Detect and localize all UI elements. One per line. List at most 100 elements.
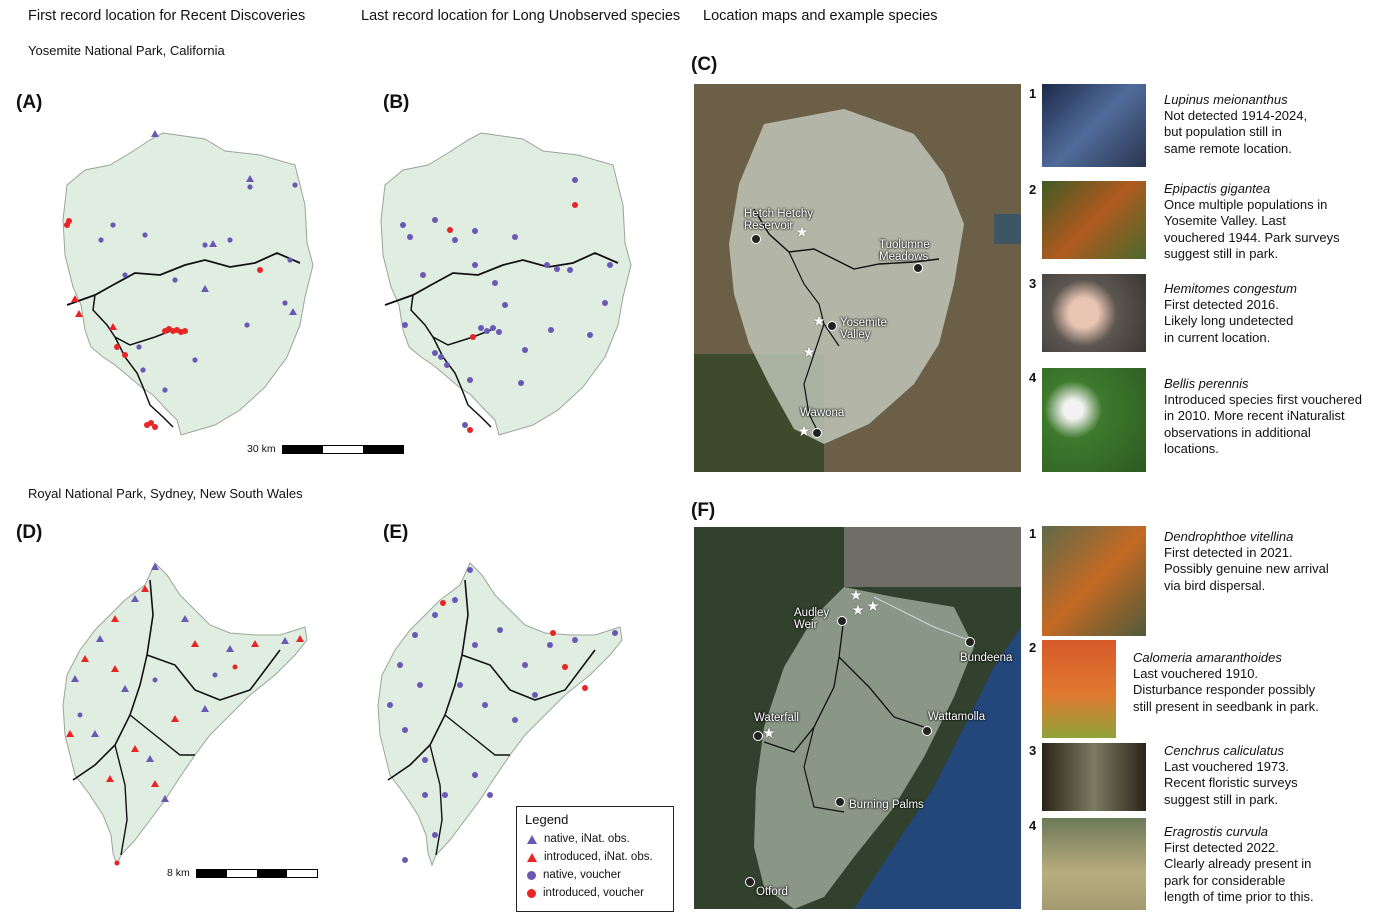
scale-bar-yosemite: 30 km [247,443,404,455]
scale-bar-royal: 8 km [167,867,318,879]
species-number: 3 [1029,743,1037,758]
circle-introduced-icon [527,888,536,898]
legend-label: introduced, voucher [543,887,645,899]
place-pin-wawona [812,428,822,438]
place-pin-otford [745,877,755,887]
legend-item: introduced, iNat. obs. [527,849,653,865]
panel-label-b: (B) [383,92,410,113]
species-number: 4 [1029,370,1037,385]
satellite-map-royal: Audley Weir Bundeena Waterfall Wattamoll… [694,527,1021,909]
panel-label-f: (F) [691,500,716,521]
panel-label-e: (E) [383,522,409,543]
place-pin-hetch [751,234,761,244]
park-title-yosemite: Yosemite National Park, California [28,43,225,58]
species-number: 2 [1029,182,1037,197]
place-pin-waterfall [753,731,763,741]
species-marker-1: ★ [795,224,809,241]
species-text: Last vouchered 1973. Recent floristic su… [1164,759,1298,807]
place-label-otford: Otford [756,886,788,898]
place-label-waterfall: Waterfall [754,712,799,724]
place-pin-wattamolla [922,726,932,736]
legend-item: native, iNat. obs. [527,831,630,847]
place-pin-tuolumne [913,263,923,273]
species-description: Calomeria amaranthoides Last vouchered 19… [1133,650,1319,715]
place-label-audley: Audley Weir [794,607,830,631]
species-text: Last vouchered 1910. Disturbance respond… [1133,666,1319,714]
species-name: Eragrostis curvula [1164,824,1269,839]
legend-label: introduced, iNat. obs. [544,851,653,863]
place-pin-valley [827,321,837,331]
species-description: Hemitomes congestum First detected 2016. … [1164,281,1297,346]
species-name: Hemitomes congestum [1164,281,1297,296]
place-pin-bundeena [965,637,975,647]
royal-boundary [377,562,623,867]
royal-boundary [62,562,308,867]
place-pin-burning-palms [835,797,845,807]
place-label-hetch: Hetch Hetchy Reservoir [744,208,814,232]
header-long-unobserved: Last record location for Long Unobserved… [361,8,681,24]
photo-eragrostis [1042,818,1146,910]
triangle-introduced-icon [527,852,537,862]
place-label-burning-palms: Burning Palms [849,799,924,811]
species-text: First detected in 2021. Possibly genuine… [1164,545,1329,593]
place-pin-audley [837,616,847,626]
species-name: Dendrophthoe vitellina [1164,529,1294,544]
park-title-royal: Royal National Park, Sydney, New South W… [28,486,303,501]
species-number: 1 [1029,86,1037,101]
scale-label-yosemite: 30 km [247,443,276,455]
species-description: Lupinus meionanthus Not detected 1914-202… [1164,92,1307,157]
map-legend: Legend native, iNat. obs. introduced, iN… [516,806,674,912]
panel-label-a: (A) [16,92,43,113]
satellite-map-yosemite: Hetch Hetchy Reservoir Tuolumne Meadows … [694,84,1021,472]
species-name: Bellis perennis [1164,376,1249,391]
species-name: Calomeria amaranthoides [1133,650,1282,665]
species-marker-1: ★ [849,587,863,604]
photo-calomeria [1042,640,1116,738]
photo-hemitomes [1042,274,1146,352]
species-number: 4 [1029,818,1037,833]
triangle-native-icon [527,834,537,844]
photo-lupinus [1042,84,1146,167]
legend-label: native, iNat. obs. [544,833,630,845]
panel-label-c: (C) [691,54,718,75]
species-name: Lupinus meionanthus [1164,92,1288,107]
map-e-royal-unobserved [375,555,640,875]
circle-native-icon [527,870,536,880]
species-description: Cenchrus caliculatus Last vouchered 1973.… [1164,743,1298,808]
species-number: 2 [1029,640,1037,655]
legend-title: Legend [525,812,569,827]
species-name: Cenchrus caliculatus [1164,743,1284,758]
species-text: Once multiple populations in Yosemite Va… [1164,197,1340,261]
species-number: 1 [1029,526,1037,541]
species-text: Introduced species first vouchered in 20… [1164,392,1362,456]
species-name: Epipactis gigantea [1164,181,1271,196]
legend-label: native, voucher [543,869,621,881]
species-text: Not detected 1914-2024, but population s… [1164,108,1308,156]
place-label-bundeena: Bundeena [960,652,1013,664]
species-marker-4: ★ [797,423,811,440]
map-d-royal-recent: 8 km [55,555,325,879]
species-description: Bellis perennis Introduced species first … [1164,376,1362,457]
species-marker-2: ★ [851,602,865,619]
panel-label-d: (D) [16,522,43,543]
header-location-maps: Location maps and example species [703,8,938,24]
species-marker-3: ★ [866,598,880,615]
species-text: First detected 2022. Clearly already pre… [1164,840,1314,904]
place-label-wattamolla: Wattamolla [928,711,986,723]
legend-item: native, voucher [527,867,621,883]
header-recent-discoveries: First record location for Recent Discove… [28,8,306,24]
species-marker-3: ★ [802,344,816,361]
photo-epipactis [1042,181,1146,259]
species-marker-4: ★ [762,725,776,742]
species-description: Dendrophthoe vitellina First detected in … [1164,529,1329,594]
species-text: First detected 2016. Likely long undetec… [1164,297,1294,345]
legend-item: introduced, voucher [527,885,644,901]
species-marker-2: ★ [812,313,826,330]
species-description: Eragrostis curvula First detected 2022. C… [1164,824,1314,905]
place-label-tuolumne: Tuolumne Meadows [879,239,930,263]
map-b-yosemite-unobserved: 30 km [247,125,640,455]
photo-bellis [1042,368,1146,472]
yosemite-boundary [380,132,632,436]
photo-dendrophthoe [1042,526,1146,636]
scale-label-royal: 8 km [167,867,190,879]
